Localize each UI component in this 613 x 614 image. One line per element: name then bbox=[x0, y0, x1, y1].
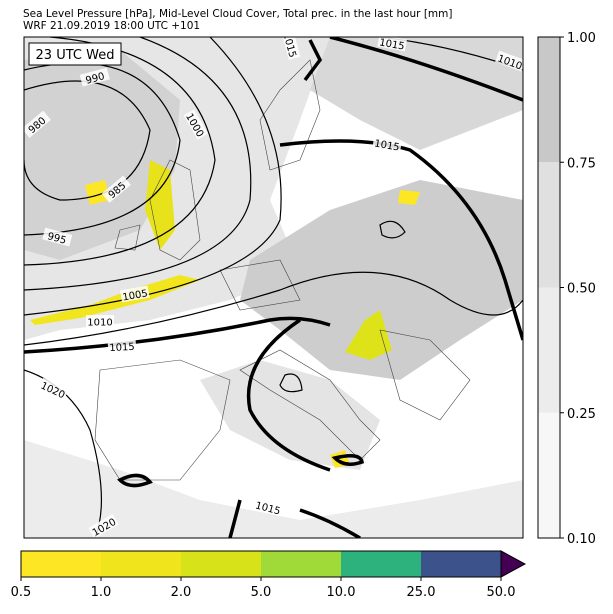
isobar bbox=[279, 220, 406, 393]
precip-area bbox=[85, 180, 110, 205]
cloud-area bbox=[310, 37, 523, 150]
precip-area bbox=[145, 160, 175, 250]
contour-label-bg bbox=[79, 67, 110, 87]
isobar-1015 bbox=[228, 499, 361, 538]
contour-label-bg bbox=[253, 497, 284, 517]
colorbar-segment bbox=[261, 551, 342, 577]
colorbar-tick-label: 0.10 bbox=[567, 532, 596, 547]
coastline bbox=[94, 59, 471, 481]
isobar bbox=[24, 271, 523, 346]
colorbar-segment bbox=[181, 551, 262, 577]
contour-label-bg bbox=[495, 50, 523, 72]
colorbar-segment bbox=[538, 287, 560, 413]
contour-label: 995 bbox=[46, 231, 67, 247]
contour-label: 990 bbox=[85, 71, 106, 87]
contour-label: 1005 bbox=[122, 288, 149, 303]
isobar-1015 bbox=[117, 454, 365, 488]
isobar bbox=[24, 37, 216, 266]
time-label-box bbox=[28, 42, 122, 66]
contour-label-bg bbox=[88, 513, 119, 538]
precip-area bbox=[345, 310, 392, 360]
colorbar-segment bbox=[538, 412, 560, 538]
title-line-1: Sea Level Pressure [hPa], Mid-Level Clou… bbox=[23, 8, 453, 20]
contour-label: 1015 bbox=[373, 138, 400, 153]
colorbar-tick-label: 2.0 bbox=[171, 585, 192, 600]
colorbar-tick-label: 0.50 bbox=[567, 282, 596, 297]
isobar-1015 bbox=[303, 37, 523, 102]
map-frame bbox=[23, 36, 524, 539]
time-label: 23 UTC Wed bbox=[36, 48, 115, 63]
cloud-area bbox=[24, 50, 180, 260]
contour-label-bg bbox=[377, 37, 408, 52]
contour-label-bg bbox=[183, 109, 209, 140]
colorbar-tick-label: 5.0 bbox=[251, 585, 272, 600]
title-line-2: WRF 21.09.2019 18:00 UTC +101 bbox=[23, 20, 200, 32]
colorbar-segment bbox=[21, 551, 102, 577]
contour-label-bg bbox=[86, 315, 114, 327]
contour-label-bg bbox=[107, 339, 137, 353]
colorbar-segment bbox=[421, 551, 502, 577]
colorbar-tick-label: 0.5 bbox=[11, 585, 32, 600]
isobar-1015 bbox=[279, 139, 523, 341]
colorbar-extend bbox=[500, 550, 527, 578]
colorbar-tick-label: 50.0 bbox=[487, 585, 516, 600]
colorbar-tick-label: 25.0 bbox=[407, 585, 436, 600]
cloud-colorbar: 1.00 0.75 0.50 0.25 0.10 bbox=[537, 31, 596, 547]
contour-label: 1015 bbox=[378, 37, 405, 52]
precip-colorbar: 0.5 1.0 2.0 5.0 10.0 25.0 50.0 bbox=[11, 550, 527, 600]
isobar bbox=[24, 37, 252, 291]
cloud-area bbox=[240, 180, 523, 380]
colorbar-tick-label: 0.25 bbox=[567, 407, 596, 422]
colorbar-tick-label: 0.75 bbox=[567, 156, 596, 171]
cloud-area bbox=[24, 440, 523, 538]
precip-area bbox=[398, 190, 420, 205]
contour-label-bg bbox=[119, 285, 150, 303]
contour-label: 1015 bbox=[109, 342, 135, 354]
contour-label-bg bbox=[42, 227, 73, 247]
colorbar-tick-label: 10.0 bbox=[327, 585, 356, 600]
cloud-area bbox=[200, 360, 380, 470]
contour-label-bg bbox=[101, 175, 131, 203]
colorbar-tick-label: 1.00 bbox=[567, 31, 596, 46]
colorbar-segment bbox=[538, 37, 560, 163]
colorbar-segment bbox=[538, 162, 560, 288]
colorbar-segment bbox=[341, 551, 422, 577]
colorbar-tick-label: 1.0 bbox=[91, 585, 112, 600]
contour-label-bg bbox=[38, 377, 69, 401]
isobar-1015 bbox=[24, 316, 331, 472]
contour-label-bg bbox=[372, 135, 403, 153]
precip-area bbox=[30, 275, 200, 325]
colorbar-segment bbox=[101, 551, 182, 577]
contour-label-bg bbox=[24, 110, 51, 138]
contour-label: 1010 bbox=[87, 318, 112, 329]
